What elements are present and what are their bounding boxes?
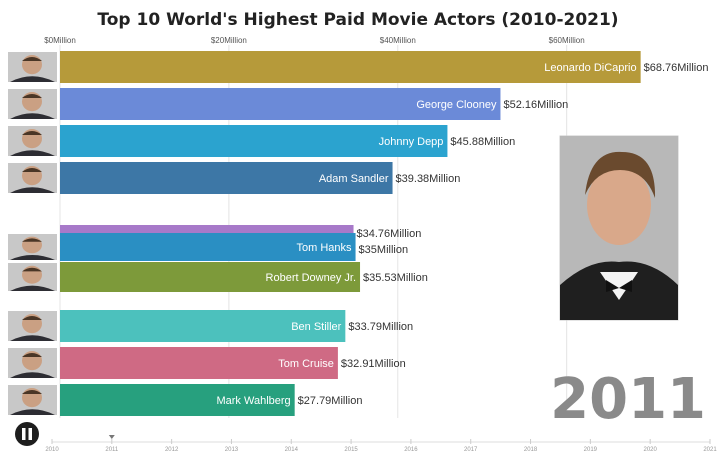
bar-value-label: $52.16Million xyxy=(503,99,568,111)
timeline-year-label: 2015 xyxy=(344,447,358,453)
timeline-year-label: 2019 xyxy=(584,447,598,453)
bar-value-label: $32.91Million xyxy=(341,358,406,370)
bar xyxy=(60,162,393,194)
timeline-year-label: 2010 xyxy=(45,447,59,453)
timeline-year-label: 2013 xyxy=(225,447,239,453)
actor-avatar xyxy=(8,126,57,156)
bars-layer: Leonardo DiCaprio $68.76Million George Clo… xyxy=(8,51,708,416)
bar xyxy=(60,233,356,261)
x-tick-label: $40Million xyxy=(380,36,416,45)
bar-value-label: $27.79Million xyxy=(298,395,363,407)
bar xyxy=(60,88,501,120)
timeline-year-label: 2016 xyxy=(404,447,418,453)
actor-avatar xyxy=(8,348,57,378)
bar-value-label: $68.76Million xyxy=(644,62,709,74)
bar xyxy=(60,347,338,379)
x-tick-label: $60Million xyxy=(549,36,585,45)
bar-value-label: $35.53Million xyxy=(363,272,428,284)
bar xyxy=(60,262,361,292)
bar-name-label: Adam Sandler xyxy=(319,173,389,185)
actor-avatar xyxy=(8,263,57,291)
bar-name-label: Tom Cruise xyxy=(278,358,334,370)
x-axis-ticks: $0Million $20Million $40Million $60Million xyxy=(44,36,584,45)
timeline-year-label: 2014 xyxy=(285,447,299,453)
pause-icon xyxy=(22,428,32,440)
bar xyxy=(60,125,448,157)
bar xyxy=(60,51,641,83)
bar-name-label: Tom Hanks xyxy=(297,242,353,254)
x-tick-label: $0Million xyxy=(44,36,76,45)
actor-avatar xyxy=(8,52,57,82)
bar xyxy=(60,225,354,233)
bar-name-label: George Clooney xyxy=(416,99,497,111)
bar-value-label: $35Million xyxy=(359,244,409,256)
bar-value-label: $39.38Million xyxy=(396,173,461,185)
timeline-cursor[interactable] xyxy=(108,435,115,439)
actor-avatar xyxy=(8,385,57,415)
bar xyxy=(60,310,346,342)
timeline-year-label: 2020 xyxy=(644,447,658,453)
play-pause-button[interactable] xyxy=(15,422,39,446)
actor-avatar xyxy=(8,163,57,193)
actor-avatar xyxy=(8,311,57,341)
chart-title: Top 10 World's Highest Paid Movie Actors… xyxy=(97,10,618,30)
bar-value-label: $45.88Million xyxy=(450,136,515,148)
actor-avatar xyxy=(8,234,57,260)
bar-name-label: Robert Downey Jr. xyxy=(266,272,356,284)
bar xyxy=(60,384,295,416)
bar-name-label: Ben Stiller xyxy=(291,321,341,333)
year-label: 2011 xyxy=(550,367,706,432)
timeline-year-label: 2012 xyxy=(165,447,179,453)
timeline-year-label: 2018 xyxy=(524,447,538,453)
bar-name-label: Johnny Depp xyxy=(379,136,444,148)
featured-actor-portrait xyxy=(559,135,679,321)
timeline-axis[interactable]: 2010 2011 2012 2013 2014 2015 2016 2017 2018 2019… xyxy=(45,435,717,453)
bar-value-label: $34.76Million xyxy=(357,228,422,240)
timeline-year-label: 2021 xyxy=(703,447,717,453)
bar-name-label: Leonardo DiCaprio xyxy=(544,62,636,74)
x-tick-label: $20Million xyxy=(211,36,247,45)
actor-avatar xyxy=(8,89,57,119)
bar-value-label: $33.79Million xyxy=(348,321,413,333)
bar-name-label: Mark Wahlberg xyxy=(216,395,290,407)
timeline-year-label: 2011 xyxy=(105,447,119,453)
timeline-year-label: 2017 xyxy=(464,447,478,453)
